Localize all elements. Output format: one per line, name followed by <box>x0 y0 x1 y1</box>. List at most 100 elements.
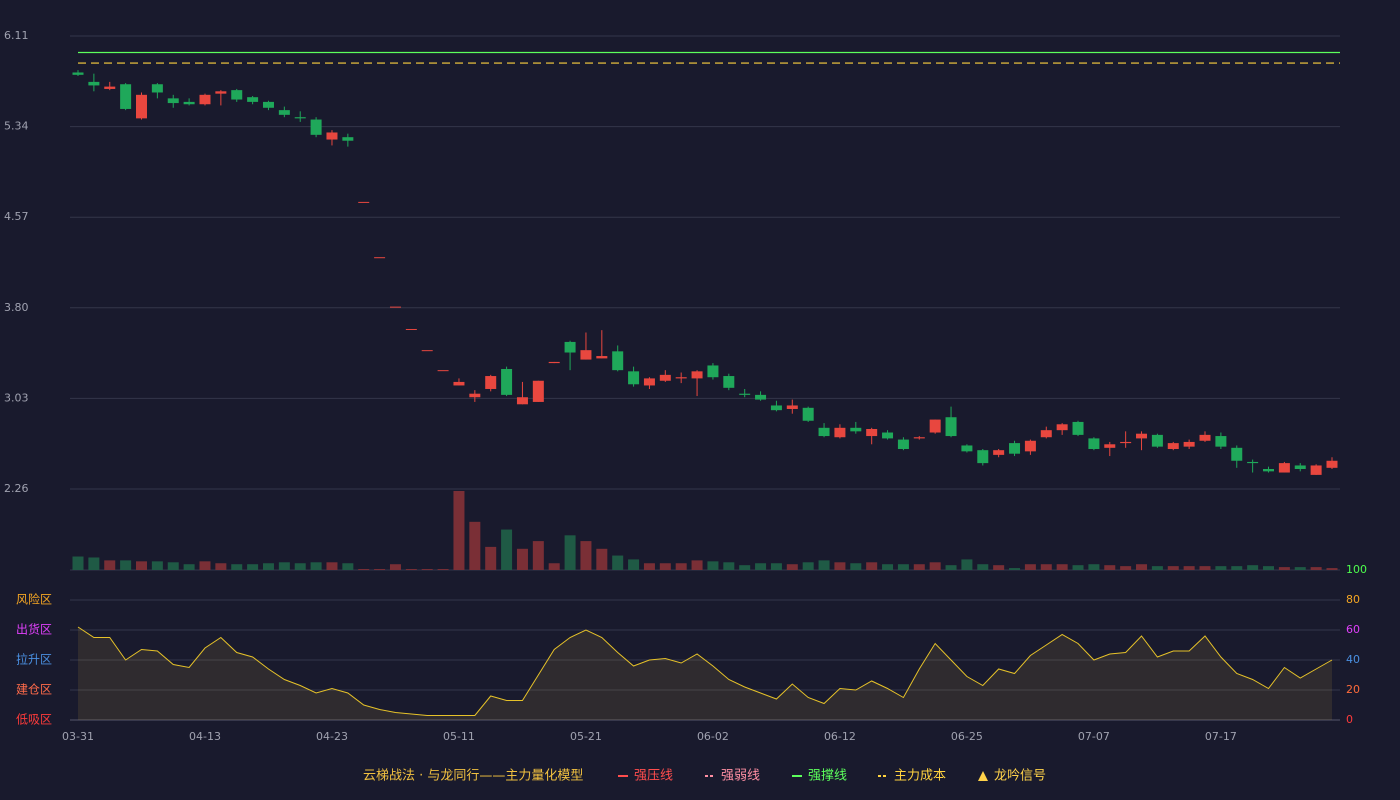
volume-bar <box>1278 567 1290 570</box>
candle-body <box>104 86 116 89</box>
y-tick-label: 3.80 <box>4 301 29 314</box>
volume-bar <box>1167 566 1179 570</box>
volume-bar <box>469 521 481 570</box>
candle-body <box>1120 441 1132 444</box>
volume-bar <box>1247 565 1259 570</box>
candle-body <box>961 445 973 452</box>
x-tick-label: 05-11 <box>443 730 475 743</box>
volume-bar <box>374 569 386 570</box>
candle-body <box>262 101 274 108</box>
volume-bar <box>358 569 370 570</box>
candle-body <box>1151 434 1163 447</box>
y-tick-label: 5.34 <box>4 120 29 133</box>
volume-bar <box>977 564 989 570</box>
candle-body <box>913 437 925 439</box>
candle-body <box>1183 441 1195 447</box>
volume-bar <box>1151 566 1163 570</box>
volume-bar <box>659 563 671 570</box>
candle-body <box>818 427 830 437</box>
volume-bar <box>643 563 655 570</box>
volume-bar <box>231 564 243 570</box>
candle-body <box>437 370 449 372</box>
volume-bar <box>1310 567 1322 570</box>
y2-tick-label: 60 <box>1346 623 1360 636</box>
candle-body <box>532 380 544 402</box>
y2-tick-label: 0 <box>1346 713 1353 726</box>
y-tick-label: 2.26 <box>4 482 29 495</box>
volume-bar <box>278 562 290 570</box>
volume-bar <box>628 559 640 570</box>
volume-bar <box>850 563 862 570</box>
x-tick-label: 06-25 <box>951 730 983 743</box>
volume-bar <box>1056 564 1068 570</box>
candle-body <box>405 328 417 330</box>
volume-bar <box>167 562 179 570</box>
candle-body <box>882 432 894 439</box>
volume-bar <box>755 563 767 570</box>
volume-bar <box>247 564 259 570</box>
volume-bar <box>1009 568 1021 570</box>
candle-body <box>675 377 687 379</box>
y-tick-label: 4.57 <box>4 210 29 223</box>
candle-body <box>659 374 671 381</box>
oscillator-area <box>78 627 1332 720</box>
volume-bar <box>802 562 814 570</box>
volume-bar <box>88 557 100 570</box>
candle-body <box>628 371 640 385</box>
candle-body <box>1167 443 1179 449</box>
candle-body <box>1088 438 1100 449</box>
volume-bar <box>691 560 703 570</box>
candle-body <box>691 371 703 379</box>
candle-body <box>389 306 401 308</box>
volume-bar <box>993 565 1005 570</box>
candle-body <box>231 90 243 100</box>
volume-bar <box>1294 567 1306 570</box>
candle-body <box>421 350 433 352</box>
legend-label: 龙吟信号 <box>994 768 1046 784</box>
candle-body <box>977 450 989 464</box>
candle-body <box>183 101 195 105</box>
candle-body <box>929 419 941 433</box>
volume-bar <box>1263 566 1275 570</box>
volume-bar <box>1136 564 1148 570</box>
volume-bar <box>961 559 973 570</box>
y2-tick-label: 80 <box>1346 593 1360 606</box>
candle-body <box>1056 424 1068 431</box>
candle-body <box>1136 433 1148 439</box>
volume-bar <box>1326 568 1338 570</box>
oscillator-line <box>77 626 1333 716</box>
volume-bar <box>326 562 338 570</box>
volume-bar <box>929 562 941 570</box>
candle-body <box>516 397 528 405</box>
volume-bar <box>310 562 322 570</box>
volume-bar <box>675 563 687 570</box>
candle-body <box>1024 440 1036 452</box>
candle-body <box>770 405 782 411</box>
candle-body <box>501 368 513 395</box>
candle-body <box>326 132 338 140</box>
zone-label: 风险区 <box>16 592 52 607</box>
candle-body <box>120 84 132 109</box>
x-tick-label: 04-13 <box>189 730 221 743</box>
candle-body <box>643 378 655 386</box>
volume-bar <box>612 555 624 570</box>
candle-body <box>374 257 386 259</box>
candle-body <box>215 91 227 94</box>
candle-body <box>342 137 354 141</box>
volume-bar <box>532 541 544 570</box>
x-tick-label: 06-02 <box>697 730 729 743</box>
candle-body <box>1199 434 1211 441</box>
candle-body <box>167 98 179 104</box>
candle-body <box>1278 463 1290 473</box>
volume-bar <box>945 565 957 570</box>
y-tick-label: 3.03 <box>4 391 29 404</box>
volume-bar <box>104 560 116 570</box>
volume-bar <box>516 548 528 570</box>
candle-body <box>596 356 608 359</box>
candle-body <box>866 428 878 437</box>
zone-label: 建仓区 <box>16 683 52 697</box>
volume-bar <box>389 564 401 570</box>
volume-bar <box>1183 566 1195 570</box>
